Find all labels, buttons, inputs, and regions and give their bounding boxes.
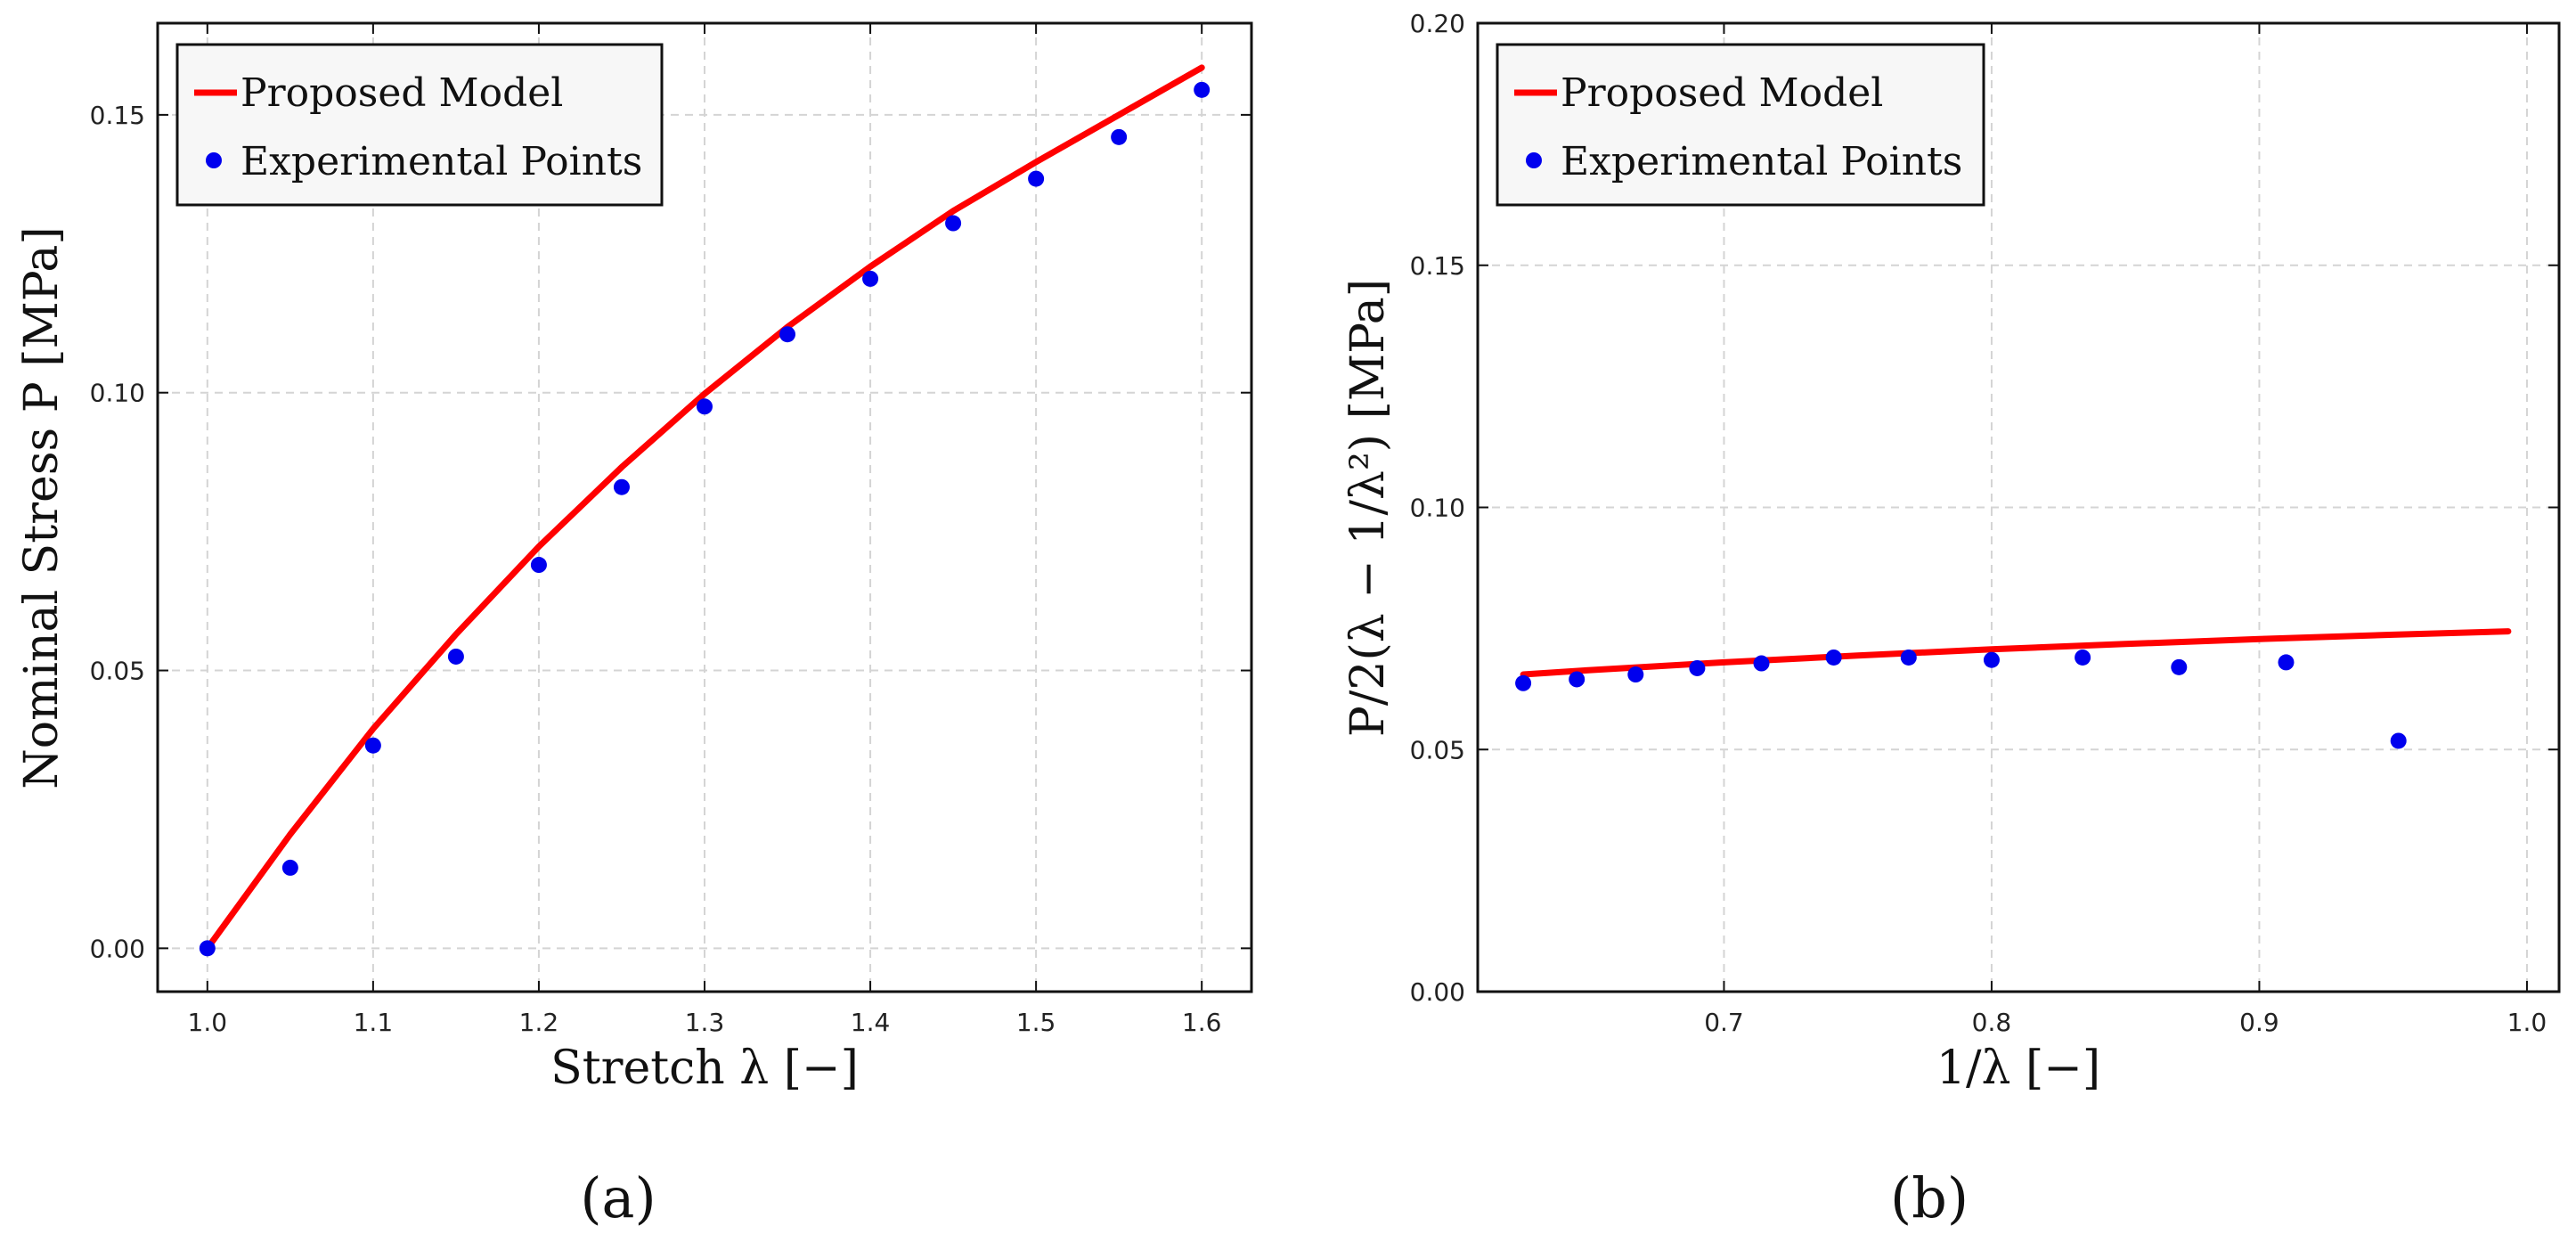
experimental-point bbox=[779, 326, 796, 343]
y-tick-label: 0.20 bbox=[1410, 9, 1465, 38]
y-tick-label: 0.05 bbox=[90, 657, 145, 686]
chart-panel-b: 0.7 0.8 0.9 1.0 0.00 0.05 0.10 0.15 0.20 Propose… bbox=[1341, 9, 2561, 1230]
experimental-point bbox=[281, 859, 298, 876]
experimental-point bbox=[613, 478, 630, 495]
legend-a: Proposed Model Experimental Points bbox=[175, 43, 664, 207]
experimental-point bbox=[697, 398, 713, 415]
panel-label-a: (a) bbox=[580, 1165, 656, 1230]
x-tick-label: 1.2 bbox=[519, 1008, 559, 1037]
plot-frame-b bbox=[1476, 21, 2561, 993]
series-line-proposed-model-b bbox=[1520, 628, 2512, 678]
experimental-point bbox=[1983, 651, 2000, 668]
experimental-point bbox=[2075, 649, 2091, 666]
x-tick-label: 1.6 bbox=[1182, 1008, 1222, 1037]
x-tick-label: 1.1 bbox=[354, 1008, 394, 1037]
x-tick-label: 1.0 bbox=[188, 1008, 228, 1037]
legend-b: Proposed Model Experimental Points bbox=[1496, 43, 1985, 207]
chart-panel-a: 1.0 1.1 1.2 1.3 1.4 1.5 1.6 0.00 0.05 0.10 0.15 Pr… bbox=[15, 21, 1253, 1230]
x-tick-label: 0.8 bbox=[1972, 1008, 2012, 1037]
x-tick-label: 0.9 bbox=[2239, 1008, 2279, 1037]
plot-frame-a bbox=[156, 21, 1253, 993]
x-tick-label: 0.7 bbox=[1704, 1008, 1744, 1037]
y-axis-label-b: P/2(λ − 1/λ²) [MPa] bbox=[1341, 279, 1395, 737]
legend-label-proposed-b: Proposed Model bbox=[1561, 70, 1883, 116]
legend-box-a bbox=[175, 43, 664, 207]
experimental-point bbox=[1753, 655, 1770, 672]
x-tick-label: 1.0 bbox=[2507, 1008, 2547, 1037]
x-tick-label: 1.5 bbox=[1016, 1008, 1056, 1037]
experimental-point bbox=[2171, 658, 2188, 675]
experimental-point bbox=[364, 737, 381, 754]
experimental-point bbox=[2278, 654, 2295, 671]
panel-label-b: (b) bbox=[1890, 1165, 1969, 1230]
x-axis-label-b: 1/λ [−] bbox=[1936, 1042, 2100, 1095]
x-axis-label-a: Stretch λ [−] bbox=[550, 1042, 859, 1095]
x-tick-label: 1.3 bbox=[685, 1008, 725, 1037]
experimental-point bbox=[1194, 81, 1211, 98]
legend-label-experimental-a: Experimental Points bbox=[240, 139, 642, 184]
axis-ticks-a: 1.0 1.1 1.2 1.3 1.4 1.5 1.6 0.00 0.05 0.10 0.15 bbox=[90, 23, 1251, 1037]
legend-label-experimental-b: Experimental Points bbox=[1561, 139, 1962, 184]
experimental-point bbox=[1825, 649, 1842, 666]
experimental-point bbox=[1569, 671, 1586, 688]
experimental-point bbox=[1515, 674, 1532, 691]
experimental-point bbox=[530, 557, 547, 574]
y-tick-label: 0.10 bbox=[90, 379, 145, 408]
legend-label-proposed-a: Proposed Model bbox=[240, 70, 563, 116]
legend-box-b bbox=[1496, 43, 1985, 207]
experimental-point bbox=[862, 270, 879, 287]
y-tick-label: 0.05 bbox=[1410, 735, 1465, 764]
experimental-point bbox=[1111, 128, 1128, 145]
experimental-point bbox=[447, 648, 464, 665]
experimental-point bbox=[1627, 666, 1644, 683]
y-axis-label-a: Nominal Stress P [MPa] bbox=[15, 226, 69, 789]
axis-ticks-b: 0.7 0.8 0.9 1.0 0.00 0.05 0.10 0.15 0.20 bbox=[1410, 9, 2559, 1037]
experimental-point bbox=[945, 215, 962, 232]
series-line-proposed-model-a bbox=[204, 64, 1205, 952]
experimental-point bbox=[1689, 659, 1706, 676]
experimental-point bbox=[1900, 649, 1917, 666]
y-tick-label: 0.00 bbox=[1410, 977, 1465, 1007]
experimental-point bbox=[1028, 170, 1045, 187]
legend-swatch-dot-a bbox=[206, 152, 222, 168]
y-tick-label: 0.00 bbox=[90, 934, 145, 963]
series-points-experimental-b bbox=[1515, 649, 2407, 749]
y-tick-label: 0.15 bbox=[1410, 251, 1465, 281]
experimental-point bbox=[199, 940, 216, 957]
series-points-experimental-a bbox=[199, 81, 1211, 957]
x-tick-label: 1.4 bbox=[851, 1008, 891, 1037]
y-tick-label: 0.15 bbox=[90, 101, 145, 130]
legend-swatch-dot-b bbox=[1526, 152, 1542, 168]
y-tick-label: 0.10 bbox=[1410, 494, 1465, 523]
experimental-point bbox=[2390, 732, 2407, 749]
